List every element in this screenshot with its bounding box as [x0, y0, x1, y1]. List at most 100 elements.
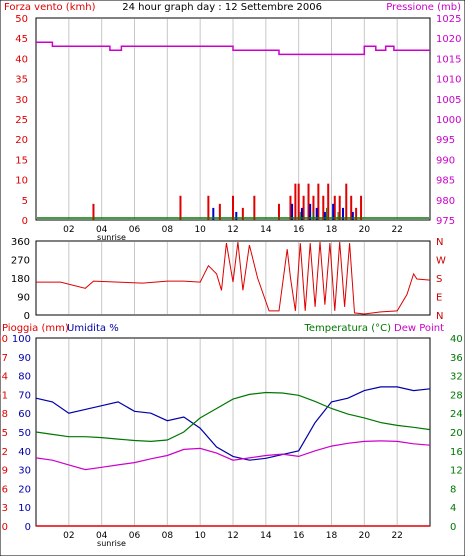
x-tick-label: 06 [129, 531, 141, 541]
humidity-y-tick: 80 [18, 372, 31, 383]
humidity-y-tick: 30 [18, 466, 31, 477]
rain-y-tick: 12 [0, 447, 8, 458]
rain-axis-title: Pioggia (mm) [2, 323, 69, 334]
rain-y-tick: 9 [2, 466, 8, 477]
x-tick-label: 12 [227, 225, 238, 235]
pressure-y-tick: 1025 [436, 14, 461, 25]
x-tick-label: 22 [391, 225, 402, 235]
pressure-y-tick: 980 [436, 196, 455, 207]
dewpoint-axis-title: Dew Point [394, 323, 444, 334]
temperature-y-tick: 28 [450, 390, 463, 401]
temperature-y-tick: 36 [450, 353, 463, 364]
chart-title: 24 hour graph day : 12 Settembre 2006 [122, 2, 322, 13]
wind-direction-line [36, 241, 431, 315]
pressure-y-tick: 1000 [436, 115, 461, 126]
pressure-y-tick: 1015 [436, 54, 461, 65]
x-tick-label: 06 [129, 225, 141, 235]
humidity-axis-title: Umidita % [67, 323, 119, 334]
sunrise-label: sunrise [97, 539, 126, 548]
compass-label: N [436, 311, 443, 322]
direction-y-tick: 90 [17, 293, 30, 304]
rain-y-tick: 18 [0, 409, 8, 420]
x-tick-label: 14 [260, 225, 272, 235]
pressure-y-tick: 1020 [436, 34, 461, 45]
humidity-y-tick: 20 [18, 484, 31, 495]
humidity-y-tick: 100 [12, 334, 31, 345]
rain-y-tick: 15 [0, 428, 8, 439]
humidity-y-tick: 10 [18, 503, 31, 514]
temperature-y-tick: 4 [450, 503, 456, 514]
rain-y-tick: 30 [0, 334, 8, 345]
x-tick-label: 02 [63, 531, 74, 541]
temperature-y-tick: 40 [450, 334, 463, 345]
wind-y-tick: 20 [15, 135, 28, 146]
rain-y-tick: 0 [2, 522, 8, 533]
temperature-axis-title: Temperatura (°C) [303, 323, 391, 334]
direction-y-tick: 0 [24, 311, 30, 322]
temperature-y-tick: 16 [450, 447, 463, 458]
compass-label: E [436, 293, 442, 304]
x-tick-label: 02 [63, 225, 74, 235]
rain-y-tick: 27 [0, 353, 8, 364]
x-tick-label: 04 [96, 531, 108, 541]
humidity-y-tick: 70 [18, 390, 31, 401]
wind-y-tick: 30 [15, 95, 28, 106]
wind-y-tick: 25 [15, 115, 28, 126]
humidity-y-tick: 40 [18, 447, 31, 458]
x-tick-label: 14 [260, 531, 272, 541]
wind-y-tick: 40 [15, 54, 28, 65]
temperature-humidity-panel: 0369121518212427300102030405060708090100… [0, 334, 463, 548]
wind-y-tick: 45 [15, 34, 28, 45]
x-tick-label: 12 [227, 531, 238, 541]
pressure-y-tick: 990 [436, 155, 455, 166]
compass-label: W [436, 256, 446, 267]
temperature-y-tick: 20 [450, 428, 463, 439]
temperature-y-tick: 0 [450, 522, 456, 533]
wind-y-tick: 5 [22, 196, 28, 207]
humidity-y-tick: 50 [18, 428, 31, 439]
direction-y-tick: 180 [11, 274, 30, 285]
wind-pressure-panel: 0510152025303540455097598098599099510001… [15, 14, 461, 242]
pressure-axis-title: Pressione (mb) [386, 2, 461, 13]
x-tick-label: 20 [359, 531, 371, 541]
direction-y-tick: 360 [11, 237, 30, 248]
dewpoint-line [35, 440, 431, 471]
humidity-y-tick: 60 [18, 409, 31, 420]
pressure-y-tick: 1005 [436, 95, 461, 106]
pressure-line [36, 41, 430, 56]
wind-y-tick: 10 [15, 176, 28, 187]
x-tick-label: 20 [359, 225, 371, 235]
temperature-y-tick: 8 [450, 484, 456, 495]
x-tick-label: 18 [326, 225, 338, 235]
x-tick-label: 08 [162, 531, 174, 541]
wind-y-tick: 0 [22, 216, 28, 227]
temperature-y-tick: 24 [450, 409, 463, 420]
x-tick-label: 16 [293, 225, 305, 235]
temperature-y-tick: 32 [450, 372, 463, 383]
compass-label: S [436, 274, 442, 285]
rain-y-tick: 6 [2, 484, 8, 495]
humidity-y-tick: 0 [25, 522, 31, 533]
pressure-y-tick: 1010 [436, 75, 461, 86]
x-tick-label: 18 [326, 531, 338, 541]
x-tick-label: 16 [293, 531, 305, 541]
x-tick-label: 22 [391, 531, 402, 541]
pressure-y-tick: 975 [436, 216, 455, 227]
pressure-y-tick: 985 [436, 176, 455, 187]
wind-y-tick: 35 [15, 75, 28, 86]
rain-y-tick: 21 [0, 390, 8, 401]
wind-axis-title: Forza vento (kmh) [4, 2, 96, 13]
temperature-y-tick: 12 [450, 466, 463, 477]
wind-y-tick: 50 [15, 14, 28, 25]
x-tick-label: 10 [194, 225, 206, 235]
wind-y-tick: 15 [15, 155, 28, 166]
pressure-y-tick: 995 [436, 135, 455, 146]
rain-y-tick: 3 [2, 503, 8, 514]
x-tick-label: 10 [194, 531, 206, 541]
compass-label: N [436, 237, 443, 248]
humidity-line [35, 386, 431, 461]
x-tick-label: 04 [96, 225, 108, 235]
temperature-line [35, 391, 431, 443]
